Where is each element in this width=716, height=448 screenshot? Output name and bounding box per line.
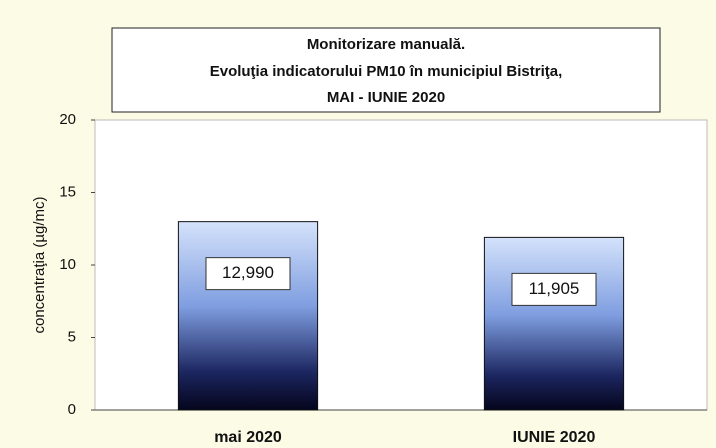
chart-title: MAI - IUNIE 2020 — [327, 89, 445, 106]
bar — [483, 236, 625, 411]
y-tick-label: 20 — [59, 111, 76, 128]
y-tick-label: 10 — [59, 256, 76, 273]
value-label-box — [511, 272, 597, 306]
chart-title: Evoluţia indicatorului PM10 în municipiu… — [210, 63, 563, 80]
value-label: 11,905 — [529, 279, 580, 298]
y-tick-label: 15 — [59, 183, 76, 200]
value-label-box — [205, 257, 291, 291]
chart-title: Monitorizare manuală. — [307, 36, 465, 53]
title-box — [111, 27, 661, 113]
value-label: 12,990 — [222, 263, 274, 282]
bar — [177, 221, 319, 411]
y-tick-label: 5 — [68, 328, 76, 345]
x-tick-label: mai 2020 — [214, 429, 282, 446]
y-tick-label: 0 — [68, 401, 76, 418]
x-tick-label: IUNIE 2020 — [513, 429, 596, 446]
y-axis-label: concentraţia (µg/mc) — [31, 196, 48, 333]
